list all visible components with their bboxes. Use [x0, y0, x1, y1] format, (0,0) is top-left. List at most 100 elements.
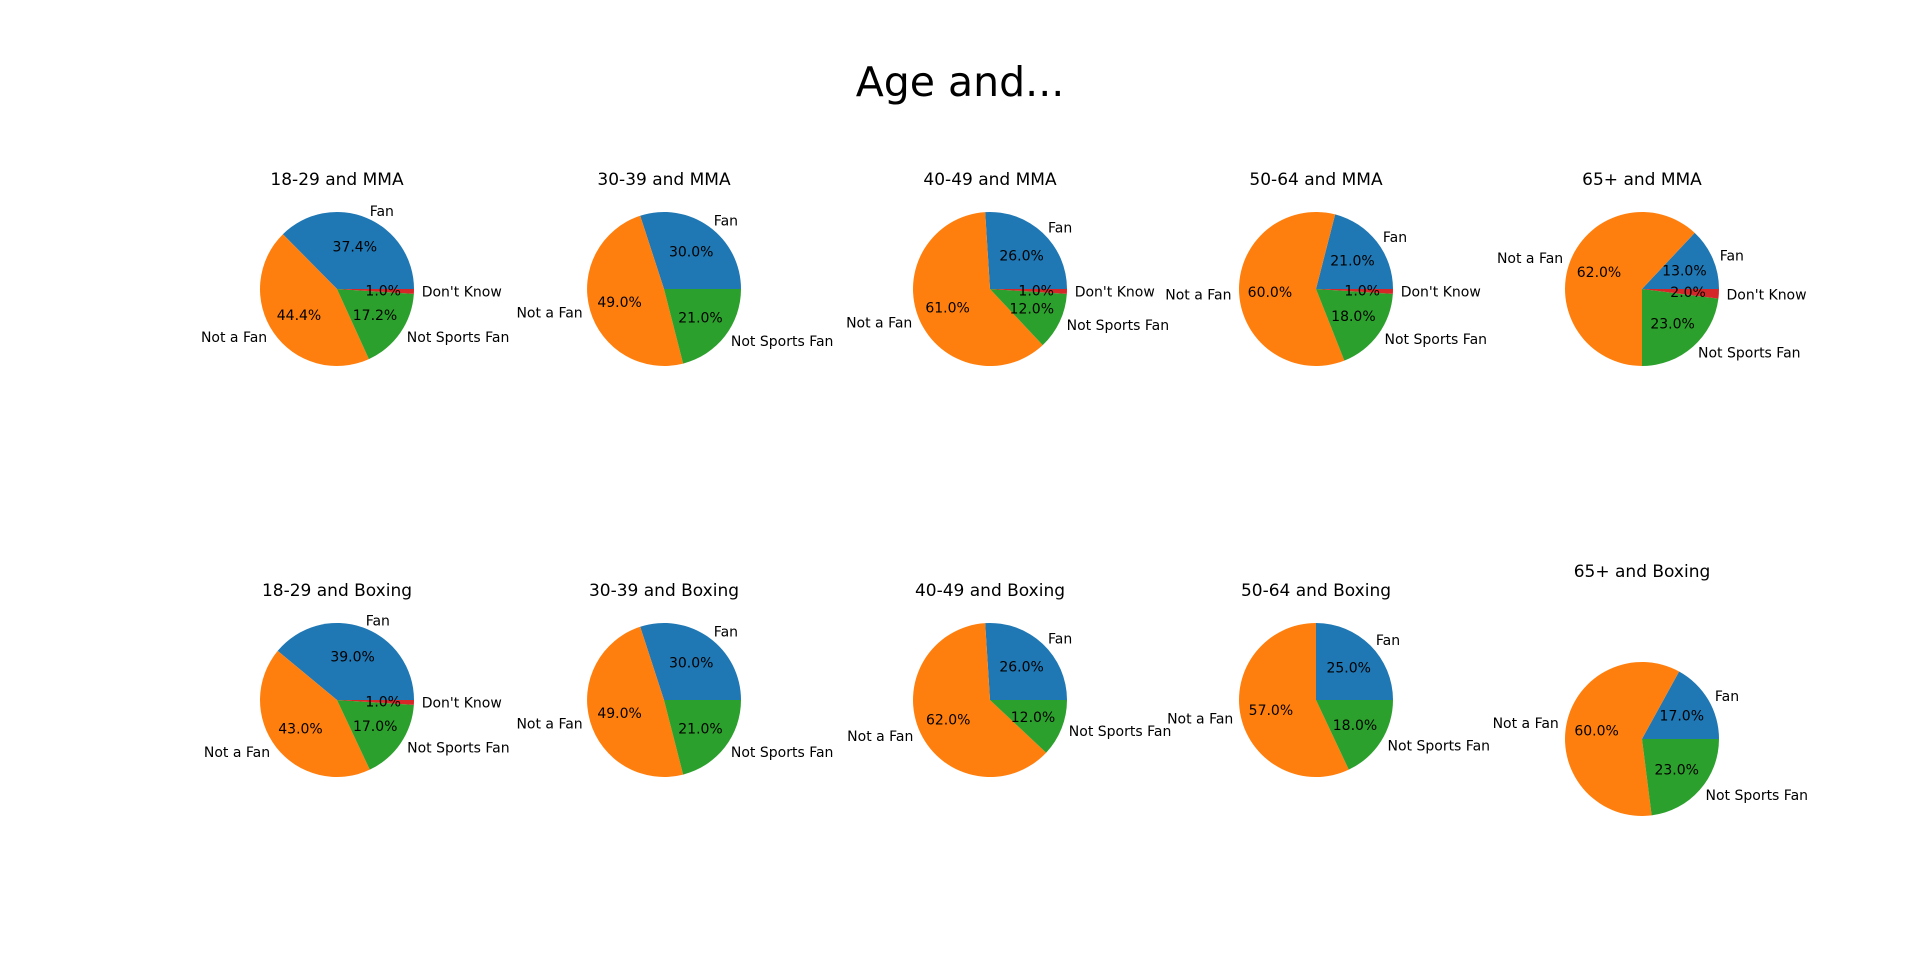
slice-label: Not Sports Fan: [1698, 346, 1801, 362]
slice-percent-label: 25.0%: [1326, 660, 1370, 676]
slice-percent-label: 1.0%: [1344, 284, 1380, 300]
slice-percent-label: 49.0%: [597, 706, 641, 722]
pie-50-64-and-boxing: 50-64 and Boxing Fan 25.0% Not a Fan 57.0% No…: [1167, 581, 1490, 777]
pie-slice-fan: [985, 211, 1067, 289]
slice-percent-label: 17.2%: [353, 308, 397, 324]
slice-label: Not Sports Fan: [731, 334, 834, 350]
pie-slice-not-sports-fan: [1316, 289, 1393, 361]
pie-slice-fan: [1316, 623, 1393, 700]
slice-percent-label: 26.0%: [999, 248, 1043, 264]
slice-label: Not a Fan: [204, 745, 270, 761]
slice-label: Fan: [1720, 248, 1744, 264]
slice-percent-label: 23.0%: [1654, 763, 1698, 779]
slice-percent-label: 44.4%: [277, 308, 321, 324]
pie-slice-fan: [1642, 671, 1719, 739]
pie-title: 30-39 and Boxing: [589, 581, 739, 601]
slice-percent-label: 60.0%: [1574, 723, 1618, 739]
slice-percent-label: 49.0%: [597, 295, 641, 311]
pie-slice-not-sports-fan: [1316, 700, 1393, 770]
pie-slice-not-sports-fan: [664, 700, 741, 775]
slice-label: Not a Fan: [1167, 712, 1233, 728]
pie-title: 18-29 and MMA: [270, 170, 404, 190]
slice-label: Not Sports Fan: [1069, 724, 1172, 740]
slice-label: Not Sports Fan: [731, 745, 834, 761]
slice-percent-label: 60.0%: [1248, 285, 1292, 301]
slice-percent-label: 62.0%: [1577, 265, 1621, 281]
slice-label: Not Sports Fan: [1706, 788, 1809, 804]
slice-label: Fan: [1048, 631, 1072, 647]
slice-percent-label: 21.0%: [1330, 254, 1374, 270]
slice-percent-label: 26.0%: [999, 659, 1043, 675]
slice-percent-label: 39.0%: [330, 650, 374, 666]
pie-slice-not-sports-fan: [990, 700, 1067, 753]
pie-title: 30-39 and MMA: [597, 170, 731, 190]
slice-label: Not a Fan: [1497, 251, 1563, 267]
slice-percent-label: 18.0%: [1331, 309, 1375, 325]
slice-label: Not a Fan: [1165, 287, 1231, 303]
pie-title: 65+ and MMA: [1582, 170, 1702, 190]
pie-slice-don-t-know: [337, 700, 414, 705]
pie-40-49-and-boxing: 40-49 and Boxing Fan 26.0% Not a Fan 62.0% No…: [847, 581, 1171, 777]
slice-label: Not a Fan: [516, 306, 582, 322]
slice-label: Not a Fan: [201, 330, 267, 346]
pie-title: 50-64 and MMA: [1249, 170, 1383, 190]
pie-40-49-and-mma: 40-49 and MMA Fan 26.0% Not a Fan 61.0% Not S…: [846, 170, 1169, 366]
slice-label: Fan: [1376, 633, 1400, 649]
pie-slice-not-a-fan: [913, 212, 1043, 366]
slice-percent-label: 17.0%: [1660, 709, 1704, 725]
pie-slice-not-a-fan: [259, 234, 369, 367]
slice-percent-label: 1.0%: [1018, 284, 1054, 300]
pie-slice-not-a-fan: [1239, 623, 1349, 777]
slice-label: Not Sports Fan: [407, 330, 510, 346]
pie-slice-fan: [282, 212, 414, 289]
pie-slice-not-sports-fan: [1642, 289, 1719, 366]
pie-65-and-boxing: 65+ and Boxing Fan 17.0% Not a Fan 60.0% Not …: [1493, 562, 1808, 816]
pie-slice-fan: [1316, 214, 1393, 289]
slice-label: Fan: [370, 204, 394, 220]
slice-label: Don't Know: [1727, 287, 1807, 303]
pie-slice-fan: [277, 623, 414, 700]
slice-percent-label: 62.0%: [926, 713, 970, 729]
pie-slice-not-sports-fan: [664, 289, 741, 364]
pie-slice-fan: [640, 212, 741, 289]
pie-slice-don-t-know: [337, 289, 414, 294]
slice-label: Fan: [714, 214, 738, 230]
pie-slice-not-sports-fan: [337, 700, 414, 770]
slice-label: Not Sports Fan: [1388, 738, 1491, 754]
slice-label: Not Sports Fan: [1385, 332, 1488, 348]
slice-label: Fan: [366, 613, 390, 629]
pie-slice-not-a-fan: [1238, 211, 1345, 366]
pie-slice-fan: [640, 623, 741, 700]
pie-slice-not-a-fan: [913, 623, 1047, 777]
pie-slice-don-t-know: [1642, 289, 1719, 299]
pie-title: 40-49 and Boxing: [915, 581, 1065, 601]
slice-label: Not a Fan: [847, 729, 913, 745]
pie-slice-fan: [985, 622, 1067, 700]
slice-percent-label: 1.0%: [365, 284, 401, 300]
slice-label: Don't Know: [422, 285, 502, 301]
pie-slice-not-a-fan: [587, 215, 684, 366]
figure-title: Age and...: [855, 58, 1065, 106]
slice-percent-label: 43.0%: [278, 721, 322, 737]
slice-label: Not Sports Fan: [407, 741, 510, 757]
slice-percent-label: 23.0%: [1650, 317, 1694, 333]
slice-label: Not a Fan: [846, 316, 912, 332]
pie-slice-not-a-fan: [1565, 661, 1680, 816]
pie-title: 18-29 and Boxing: [262, 581, 412, 601]
pie-title: 65+ and Boxing: [1574, 562, 1711, 582]
slice-percent-label: 37.4%: [333, 239, 377, 255]
slice-label: Don't Know: [1401, 285, 1481, 301]
slice-percent-label: 2.0%: [1670, 285, 1706, 301]
slice-percent-label: 12.0%: [1011, 710, 1055, 726]
pie-slice-don-t-know: [1316, 289, 1393, 294]
slice-label: Not a Fan: [516, 717, 582, 733]
pie-18-29-and-boxing: 18-29 and Boxing Fan 39.0% Not a Fan 43.0% No…: [204, 581, 510, 778]
pie-slice-don-t-know: [990, 289, 1067, 294]
slice-label: Don't Know: [1075, 285, 1155, 301]
slice-label: Fan: [714, 625, 738, 641]
pie-slice-not-a-fan: [1564, 212, 1695, 366]
slice-label: Not Sports Fan: [1067, 318, 1170, 334]
slice-percent-label: 30.0%: [669, 656, 713, 672]
